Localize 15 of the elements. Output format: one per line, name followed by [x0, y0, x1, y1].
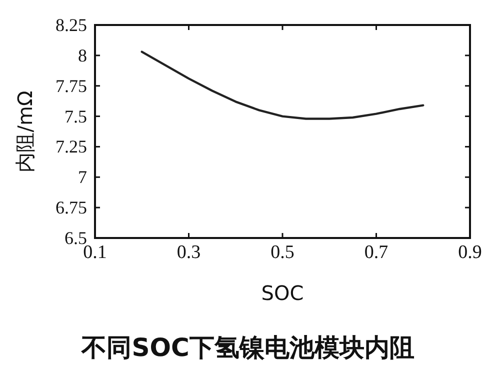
- x-axis-title: SOC: [261, 281, 304, 305]
- line-series: [140, 50, 424, 120]
- y-tick-label: 6.75: [56, 198, 87, 218]
- y-tick-label: 7: [78, 167, 87, 188]
- x-tick-label: 0.7: [364, 242, 388, 263]
- x-tick-label: 0.5: [270, 242, 294, 263]
- y-tick-label: 8.25: [56, 15, 87, 35]
- y-tick-label: 7.5: [64, 106, 87, 126]
- x-tick-label: 0.9: [458, 242, 482, 263]
- y-tick-label: 7.75: [56, 76, 87, 96]
- text: 不同SOC下氢镍电池模块内阻: [80, 333, 414, 362]
- y-tick-label: 8: [78, 45, 87, 66]
- y-axis-title: 内阻/mΩ: [13, 90, 37, 172]
- y-tick-label: 7.25: [56, 136, 87, 157]
- x-tick-label: 0.3: [176, 242, 201, 263]
